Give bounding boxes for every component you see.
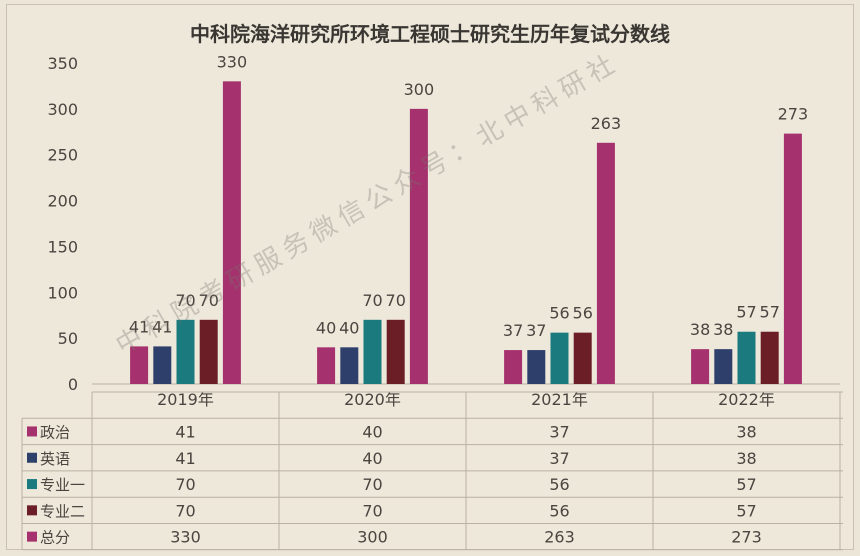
table-cell: 70 [175, 475, 195, 494]
table-cell: 70 [175, 501, 195, 520]
data-label: 57 [736, 303, 756, 322]
table-cell: 273 [731, 528, 762, 547]
bar [596, 142, 615, 384]
table-cell: 56 [549, 501, 569, 520]
table-cell: 38 [736, 422, 756, 441]
y-tick-label: 200 [47, 192, 78, 211]
bar [317, 347, 336, 384]
data-label: 41 [129, 317, 149, 336]
bar [573, 332, 592, 384]
y-tick-label: 350 [47, 54, 78, 73]
bar [691, 349, 710, 384]
data-label: 56 [549, 304, 569, 323]
data-label: 70 [199, 291, 219, 310]
bar [527, 350, 546, 384]
table-cell: 57 [736, 501, 756, 520]
table-cell: 57 [736, 475, 756, 494]
data-label: 38 [713, 320, 733, 339]
y-tick-label: 100 [47, 283, 78, 302]
data-label: 37 [503, 321, 523, 340]
table-row-label: 英语 [40, 450, 70, 468]
legend-key [27, 505, 37, 516]
x-tick-label: 2022年 [718, 390, 775, 409]
data-label: 70 [386, 291, 406, 310]
data-label: 263 [591, 114, 622, 133]
x-tick-label: 2019年 [157, 390, 214, 409]
bar [714, 349, 733, 384]
table-cell: 41 [175, 422, 195, 441]
data-label: 300 [404, 80, 435, 99]
table-cell: 37 [549, 422, 569, 441]
bar [783, 133, 802, 384]
data-label: 57 [760, 303, 780, 322]
data-label: 40 [316, 318, 336, 337]
table-cell: 300 [357, 528, 388, 547]
table-cell: 37 [549, 449, 569, 468]
y-tick-label: 150 [47, 237, 78, 256]
data-label: 40 [339, 318, 359, 337]
legend-key [27, 452, 37, 463]
table-row-label: 专业二 [40, 502, 85, 520]
table-row-label: 专业一 [40, 476, 85, 494]
table-row-label: 总分 [40, 529, 70, 547]
table-cell: 70 [362, 501, 382, 520]
bar [760, 331, 779, 384]
table-row-label: 政治 [40, 423, 70, 441]
data-label: 37 [526, 321, 546, 340]
chart-frame [6, 4, 854, 550]
bar [386, 319, 405, 384]
table-cell: 330 [170, 528, 201, 547]
bar [363, 319, 382, 384]
data-label: 70 [175, 291, 195, 310]
chart-title: 中科院海洋研究所环境工程硕士研究生历年复试分数线 [190, 22, 670, 46]
x-tick-label: 2020年 [344, 390, 401, 409]
y-tick-label: 250 [47, 146, 78, 165]
y-tick-label: 0 [68, 375, 78, 394]
legend-key [27, 531, 37, 542]
legend-key [27, 479, 37, 490]
bar [550, 332, 569, 384]
table-cell: 40 [362, 422, 382, 441]
bar [130, 346, 149, 384]
bar [409, 108, 428, 384]
table-cell: 263 [544, 528, 575, 547]
bar [504, 350, 523, 384]
table-cell: 38 [736, 449, 756, 468]
data-label: 41 [152, 317, 172, 336]
legend-key [27, 426, 37, 437]
data-label: 70 [362, 291, 382, 310]
table-cell: 56 [549, 475, 569, 494]
bar [737, 331, 756, 384]
y-tick-label: 50 [58, 329, 78, 348]
table-cell: 41 [175, 449, 195, 468]
bar [153, 346, 172, 384]
data-label: 38 [690, 320, 710, 339]
bar [340, 347, 359, 384]
table-cell: 40 [362, 449, 382, 468]
bar [222, 81, 241, 384]
bar [176, 319, 195, 384]
data-label: 330 [217, 52, 248, 71]
table-cell: 70 [362, 475, 382, 494]
bar [199, 319, 218, 384]
data-label: 56 [573, 304, 593, 323]
y-tick-label: 300 [47, 100, 78, 119]
x-tick-label: 2021年 [531, 390, 588, 409]
data-label: 273 [778, 105, 809, 124]
